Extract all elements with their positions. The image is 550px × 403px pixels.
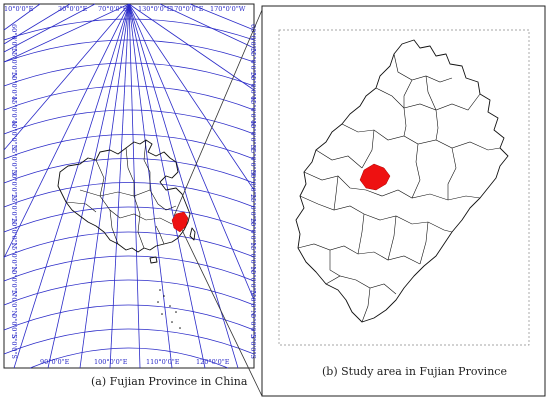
left-labels: 60°0'0"N 55°0'0"N 50°0'0"N 45°0'0"N 40°0… bbox=[10, 24, 18, 359]
fujian-highlight bbox=[171, 211, 189, 233]
svg-text:55°0'0"N: 55°0'0"N bbox=[249, 48, 257, 79]
graticule bbox=[3, 3, 255, 369]
svg-text:10°0'0"N: 10°0'0"N bbox=[249, 266, 257, 297]
panel-b-caption: (b) Study area in Fujian Province bbox=[322, 365, 507, 378]
svg-text:30°0'0"N: 30°0'0"N bbox=[249, 170, 257, 201]
svg-text:15°0'0"N: 15°0'0"N bbox=[10, 242, 18, 273]
right-labels: 60°0'0"N 55°0'0"N 50°0'0"N 45°0'0"N 40°0… bbox=[249, 24, 257, 359]
svg-text:55°0'0"N: 55°0'0"N bbox=[10, 48, 18, 79]
svg-text:45°0'0"N: 45°0'0"N bbox=[10, 96, 18, 127]
panel-a-china-map: 10°0'0"E 30°0'0"E 70°0'0"E 130°0'0"E 170… bbox=[3, 3, 257, 388]
svg-text:50°0'0"N: 50°0'0"N bbox=[10, 72, 18, 103]
svg-text:100°0'0"E: 100°0'0"E bbox=[94, 358, 128, 366]
panel-a-caption: (a) Fujian Province in China bbox=[91, 375, 248, 388]
svg-text:10°0'0"N: 10°0'0"N bbox=[10, 266, 18, 297]
svg-text:170°0'0"W: 170°0'0"W bbox=[210, 5, 246, 13]
svg-text:60°0'0"N: 60°0'0"N bbox=[10, 24, 18, 55]
svg-text:0°0'0"S: 0°0'0"S bbox=[249, 314, 257, 339]
svg-text:35°0'0"N: 35°0'0"N bbox=[249, 145, 257, 176]
svg-text:45°0'0"N: 45°0'0"N bbox=[249, 96, 257, 127]
svg-text:25°0'0"N: 25°0'0"N bbox=[10, 194, 18, 225]
svg-text:35°0'0"N: 35°0'0"N bbox=[10, 145, 18, 176]
svg-text:60°0'0"N: 60°0'0"N bbox=[249, 24, 257, 55]
svg-text:70°0'0"E: 70°0'0"E bbox=[98, 5, 128, 13]
svg-text:5°0'0"S: 5°0'0"S bbox=[249, 334, 257, 359]
study-area-highlight bbox=[359, 163, 391, 191]
top-labels: 10°0'0"E 30°0'0"E 70°0'0"E 130°0'0"E 170… bbox=[4, 5, 246, 13]
svg-text:110°0'0"E: 110°0'0"E bbox=[146, 358, 180, 366]
svg-text:30°0'0"E: 30°0'0"E bbox=[58, 5, 88, 13]
svg-text:15°0'0"N: 15°0'0"N bbox=[249, 242, 257, 273]
fujian-outline bbox=[295, 39, 509, 323]
svg-text:5°0'0"N: 5°0'0"N bbox=[10, 290, 18, 316]
svg-text:40°0'0"N: 40°0'0"N bbox=[249, 120, 257, 151]
svg-text:0°0'0"S: 0°0'0"S bbox=[10, 314, 18, 339]
panel-b-frame bbox=[261, 5, 546, 397]
zoom-connector bbox=[173, 9, 263, 397]
svg-text:50°0'0"N: 50°0'0"N bbox=[249, 72, 257, 103]
svg-text:130°0'0"E: 130°0'0"E bbox=[138, 5, 172, 13]
china-outline bbox=[57, 139, 196, 329]
panel-a-frame bbox=[3, 3, 255, 369]
svg-text:170°0'0"E: 170°0'0"E bbox=[170, 5, 204, 13]
svg-text:90°0'0"E: 90°0'0"E bbox=[40, 358, 70, 366]
svg-text:10°0'0"E: 10°0'0"E bbox=[4, 5, 34, 13]
svg-text:20°0'0"N: 20°0'0"N bbox=[10, 218, 18, 249]
svg-text:40°0'0"N: 40°0'0"N bbox=[10, 120, 18, 151]
bottom-labels: 90°0'0"E 100°0'0"E 110°0'0"E 120°0'0"E bbox=[40, 358, 230, 366]
svg-text:5°0'0"S: 5°0'0"S bbox=[10, 334, 18, 359]
panel-b-inner-frame bbox=[278, 29, 530, 346]
svg-text:20°0'0"N: 20°0'0"N bbox=[249, 218, 257, 249]
panel-b-fujian-map: (b) Study area in Fujian Province bbox=[261, 5, 546, 397]
svg-text:120°0'0"E: 120°0'0"E bbox=[196, 358, 230, 366]
svg-text:5°0'0"N: 5°0'0"N bbox=[249, 290, 257, 316]
svg-text:30°0'0"N: 30°0'0"N bbox=[10, 170, 18, 201]
svg-text:25°0'0"N: 25°0'0"N bbox=[249, 194, 257, 225]
